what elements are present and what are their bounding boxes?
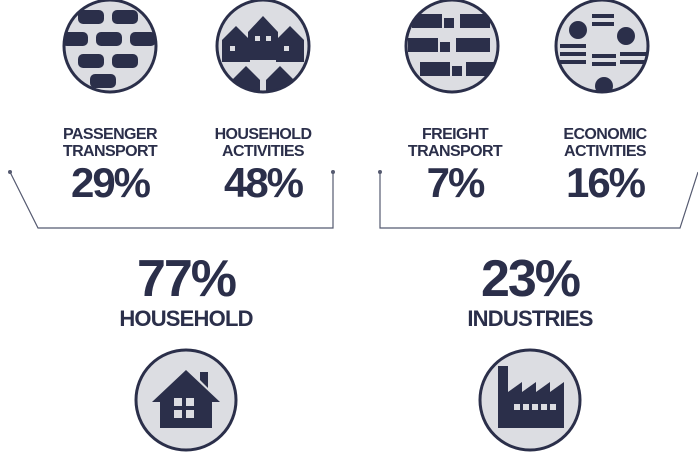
group-value: 77% [137,250,236,308]
item-label: ACTIVITIES [564,143,647,160]
item-freight: FREIGHT TRANSPORT 7% [408,126,504,206]
group-value: 23% [481,250,580,308]
group-household: 77% HOUSEHOLD [119,250,253,452]
item-value: 29% [71,159,151,206]
item-label: PASSENGER [63,126,158,143]
group-industries: 23% INDUSTRIES [467,250,594,452]
item-label: FREIGHT [422,126,489,143]
passenger-icon [62,0,158,94]
brackets [8,170,698,229]
group-label: INDUSTRIES [467,306,592,331]
item-value: 48% [224,159,304,206]
item-economic: ECONOMIC ACTIVITIES 16% [563,126,648,206]
household-activities-icon [215,0,311,94]
economic-icon [554,0,650,94]
item-label: TRANSPORT [408,143,503,160]
item-label: TRANSPORT [63,143,158,160]
item-label: HOUSEHOLD [215,126,312,143]
item-household: HOUSEHOLD ACTIVITIES 48% [215,126,312,206]
item-label: ACTIVITIES [222,143,305,160]
group-label: HOUSEHOLD [119,306,252,331]
item-passenger: PASSENGER TRANSPORT 29% [63,126,159,206]
item-value: 7% [427,159,485,206]
item-label: ECONOMIC [563,126,647,143]
freight-icon [404,0,500,94]
item-value: 16% [566,159,646,206]
